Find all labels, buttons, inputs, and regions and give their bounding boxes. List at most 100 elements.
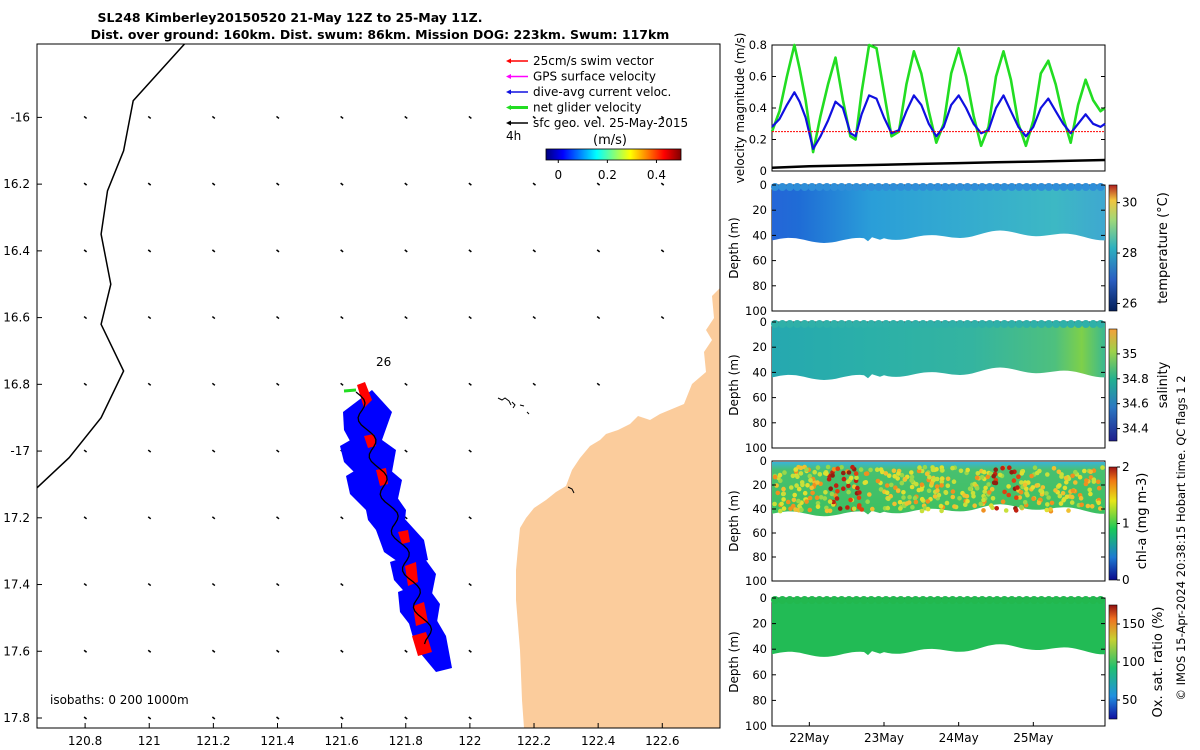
geo-velocity-arrow — [276, 316, 280, 320]
chlorophyll-sample — [991, 473, 996, 479]
geo-velocity-arrow — [211, 316, 216, 320]
profile-cap — [1074, 320, 1083, 328]
colorbar-tick-label: 0 — [554, 168, 562, 182]
chlorophyll-sample — [1064, 494, 1070, 500]
speed-colorbar — [545, 148, 682, 161]
chlorophyll-sample — [1069, 494, 1075, 500]
geo-velocity-arrow — [468, 115, 472, 119]
profile-cap — [1081, 320, 1090, 328]
profile-cap — [985, 183, 994, 191]
chlorophyll-sample — [1000, 499, 1006, 505]
map-xtick-label: 121.6 — [324, 734, 358, 748]
chlorophyll-sample — [939, 483, 944, 488]
chlorophyll-sample — [945, 483, 951, 489]
chlorophyll-sample — [799, 507, 804, 513]
profile-cap — [837, 596, 846, 604]
geo-velocity-arrow — [83, 316, 88, 320]
geo-velocity-arrow — [147, 449, 152, 453]
geo-velocity-arrow — [404, 716, 408, 720]
chlorophyll-sample — [802, 490, 808, 496]
depth-tick-label: 60 — [752, 668, 767, 682]
profile-cap — [1030, 320, 1038, 328]
chlorophyll-sample — [837, 506, 843, 511]
chlorophyll-sample — [1038, 488, 1043, 494]
chlorophyll-sample — [986, 482, 991, 487]
profile-cap — [822, 183, 831, 191]
chlorophyll-sample — [875, 478, 881, 484]
chlorophyll-sample — [1003, 508, 1009, 513]
chlorophyll-sample — [1006, 484, 1011, 489]
chlorophyll-sample — [909, 470, 914, 475]
geo-velocity-arrow — [468, 649, 472, 653]
profile-cap — [904, 320, 913, 328]
temperature-colorbar — [1108, 184, 1118, 312]
profile-cap — [1074, 183, 1083, 191]
profile-cap — [1081, 183, 1090, 191]
chlorophyll-sample — [841, 486, 846, 492]
chlorophyll-sample — [896, 471, 901, 476]
profile-cap — [933, 183, 942, 191]
geo-velocity-arrow — [147, 182, 152, 186]
chlorophyll-sample — [797, 503, 802, 509]
chlorophyll-sample — [1014, 495, 1019, 501]
depth-tick-label: 20 — [752, 617, 767, 631]
chlorophyll-clabel: chl-a (mg m-3) — [1135, 473, 1150, 570]
chlorophyll-sample — [795, 474, 800, 480]
chlorophyll-sample — [791, 497, 797, 503]
speed-colorbar-ticks: 0 0.2 0.4 — [554, 160, 666, 182]
chlorophyll-sample — [789, 485, 794, 490]
chlorophyll-sample — [895, 488, 901, 493]
profile-cap — [785, 183, 794, 191]
chlorophyll-sample — [979, 475, 985, 480]
geo-velocity-arrow — [83, 582, 88, 587]
depth-tick-label: 80 — [752, 693, 767, 707]
chlorophyll-sample — [912, 495, 918, 501]
chlorophyll-sample — [1022, 482, 1028, 488]
legend-label-dac: dive-avg current veloc. — [533, 85, 671, 99]
map-ytick-label: 16.6 — [3, 311, 30, 325]
temperature-data — [772, 186, 1105, 243]
profile-cap — [785, 596, 794, 604]
profile-cap — [926, 320, 935, 328]
chlorophyll-sample — [865, 499, 870, 505]
profile-cap — [1007, 320, 1016, 328]
profile-cap — [1089, 183, 1098, 191]
geo-velocity-arrow — [276, 716, 280, 720]
profile-cap — [822, 596, 831, 604]
chlorophyll-sample — [835, 466, 841, 472]
credit-line: © IMOS 15-Apr-2024 20:38:15 Hobart time.… — [1174, 375, 1188, 700]
profile-cap — [874, 596, 883, 604]
map-ytick-label: -16 — [10, 110, 30, 124]
chlorophyll-sample — [1077, 474, 1083, 480]
chlorophyll-sample — [1088, 491, 1093, 497]
colorbar-tick-label: 0 — [1122, 573, 1130, 587]
map-longitude-ticks: 120.8 121 121.2 121.4 121.6 121.8 122 122.2 122.… — [68, 723, 679, 748]
chlorophyll-sample — [853, 471, 859, 476]
map-xtick-label: 121.2 — [196, 734, 230, 748]
map-ytick-label: 17.8 — [3, 711, 30, 725]
geo-velocity-arrow — [147, 316, 152, 320]
chlorophyll-sample — [994, 506, 999, 511]
chlorophyll-sample — [1051, 466, 1057, 471]
chlorophyll-sample — [1082, 468, 1087, 474]
geo-velocity-arrow — [340, 382, 344, 386]
chlorophyll-sample — [884, 483, 890, 488]
dive-avg-current-vector — [408, 612, 452, 672]
profile-cap — [793, 596, 802, 604]
chart-title-line1: SL248 Kimberley20150520 21-May 12Z to 25… — [97, 10, 483, 25]
chlorophyll-sample — [965, 467, 970, 473]
profile-cap — [771, 320, 779, 328]
geo-velocity-arrow — [404, 249, 408, 253]
map-xtick-label: 120.8 — [68, 734, 102, 748]
velocity-ytick-label: 0.8 — [749, 38, 767, 52]
profile-cap — [1044, 596, 1053, 604]
depth-tick-label: 40 — [752, 642, 767, 656]
geo-velocity-arrow — [340, 115, 344, 119]
chlorophyll-sample — [982, 489, 987, 494]
chlorophyll-sample — [932, 494, 938, 499]
profile-cap — [993, 320, 1001, 328]
profile-cap — [1052, 183, 1061, 191]
profile-cap — [970, 183, 979, 191]
day-label: 26 — [376, 355, 391, 369]
profile-cap — [882, 320, 890, 328]
